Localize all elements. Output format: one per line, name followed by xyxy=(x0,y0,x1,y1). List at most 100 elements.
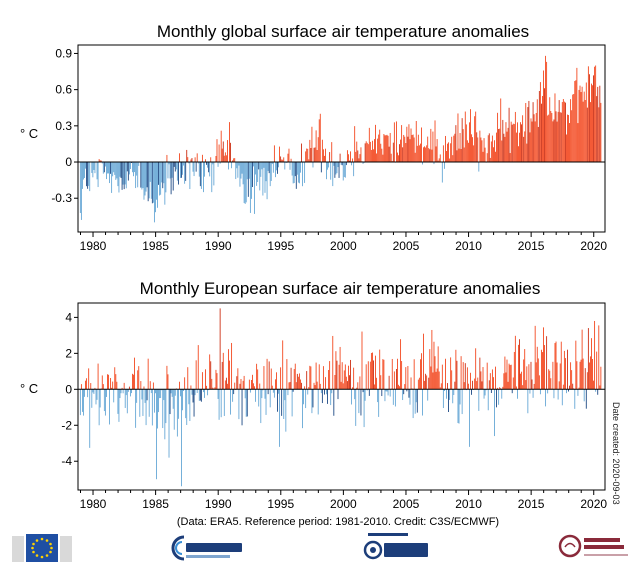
monthly-bar xyxy=(584,100,586,163)
monthly-bar xyxy=(109,389,110,425)
monthly-bar xyxy=(550,110,552,163)
monthly-bar xyxy=(434,356,436,390)
global-x-ticks: 1980 1985 1990 1995 2000 2005 2010 2015 2020 xyxy=(80,232,607,253)
monthly-bar xyxy=(334,162,336,178)
monthly-bar xyxy=(399,386,400,390)
global-bars xyxy=(79,55,602,223)
monthly-bar xyxy=(224,380,226,390)
monthly-bar xyxy=(489,373,491,390)
monthly-bar xyxy=(393,371,395,390)
monthly-bar xyxy=(471,389,472,395)
monthly-bar xyxy=(318,119,320,163)
x-tick-label: 2005 xyxy=(393,239,420,253)
monthly-bar xyxy=(262,162,264,196)
monthly-bar xyxy=(504,136,506,163)
monthly-bar xyxy=(355,151,357,163)
monthly-bar xyxy=(389,132,391,163)
monthly-bar xyxy=(313,147,315,163)
monthly-bar xyxy=(218,144,220,163)
monthly-bar xyxy=(148,162,150,199)
monthly-bar xyxy=(541,349,542,390)
monthly-bar xyxy=(331,142,333,163)
x-tick-label: 2010 xyxy=(455,497,482,511)
monthly-bar xyxy=(449,389,451,400)
monthly-bar xyxy=(576,67,578,163)
monthly-bar xyxy=(196,389,198,393)
monthly-bar xyxy=(405,143,407,163)
monthly-bar xyxy=(248,379,250,390)
monthly-bar xyxy=(502,119,504,163)
monthly-bar xyxy=(205,369,206,390)
monthly-bar xyxy=(459,389,461,405)
monthly-bar xyxy=(84,162,85,178)
monthly-bar xyxy=(567,114,568,163)
monthly-bar xyxy=(249,162,251,213)
monthly-bar xyxy=(316,381,318,390)
monthly-bar xyxy=(329,152,331,163)
monthly-bar xyxy=(346,381,348,390)
monthly-bar xyxy=(106,389,107,397)
monthly-bar xyxy=(326,389,327,395)
monthly-bar xyxy=(279,146,280,163)
monthly-bar xyxy=(223,155,225,163)
monthly-bar xyxy=(166,365,168,390)
monthly-bar xyxy=(334,375,336,390)
monthly-bar xyxy=(566,389,567,394)
monthly-bar xyxy=(181,389,182,487)
monthly-bar xyxy=(247,162,249,197)
monthly-bar xyxy=(372,352,373,390)
monthly-bar xyxy=(301,143,302,163)
monthly-bar xyxy=(132,373,133,390)
monthly-bar xyxy=(421,353,422,390)
monthly-bar xyxy=(306,148,308,163)
monthly-bar xyxy=(257,369,259,390)
monthly-bar xyxy=(469,122,470,163)
monthly-bar xyxy=(560,341,562,390)
monthly-bar xyxy=(436,368,438,390)
x-tick-label: 1985 xyxy=(142,239,169,253)
monthly-bar xyxy=(151,389,153,426)
monthly-bar xyxy=(549,370,551,390)
monthly-bar xyxy=(470,372,471,390)
monthly-bar xyxy=(490,141,492,163)
monthly-bar xyxy=(340,381,342,390)
monthly-bar xyxy=(484,389,486,396)
monthly-bar xyxy=(340,162,342,165)
monthly-bar xyxy=(573,93,575,163)
monthly-bar xyxy=(472,380,473,390)
monthly-bar xyxy=(519,339,520,390)
monthly-bar xyxy=(99,389,101,408)
monthly-bar xyxy=(494,389,495,437)
monthly-bar xyxy=(380,143,382,163)
monthly-bar xyxy=(523,359,525,390)
monthly-bar xyxy=(389,389,391,397)
monthly-bar xyxy=(360,147,362,163)
monthly-bar xyxy=(125,162,127,189)
monthly-bar xyxy=(259,383,261,390)
monthly-bar xyxy=(305,389,307,409)
monthly-bar xyxy=(337,162,339,168)
monthly-bar xyxy=(267,162,269,171)
monthly-bar xyxy=(315,130,317,163)
monthly-bar xyxy=(302,389,303,429)
monthly-bar xyxy=(326,162,327,180)
monthly-bar xyxy=(235,162,237,180)
monthly-bar xyxy=(515,132,517,163)
monthly-bar xyxy=(479,130,481,163)
monthly-bar xyxy=(338,162,340,178)
monthly-bar xyxy=(203,162,204,193)
monthly-bar xyxy=(261,389,263,399)
monthly-bar xyxy=(418,145,420,163)
monthly-bar xyxy=(216,139,218,163)
monthly-bar xyxy=(599,85,601,163)
monthly-bar xyxy=(325,148,326,163)
monthly-bar xyxy=(486,153,488,163)
monthly-bar xyxy=(186,389,188,425)
monthly-bar xyxy=(489,157,491,163)
monthly-bar xyxy=(246,162,248,180)
monthly-bar xyxy=(343,370,345,390)
monthly-bar xyxy=(349,160,350,163)
monthly-bar xyxy=(210,361,212,390)
monthly-bar xyxy=(251,162,252,199)
monthly-bar xyxy=(377,138,379,163)
